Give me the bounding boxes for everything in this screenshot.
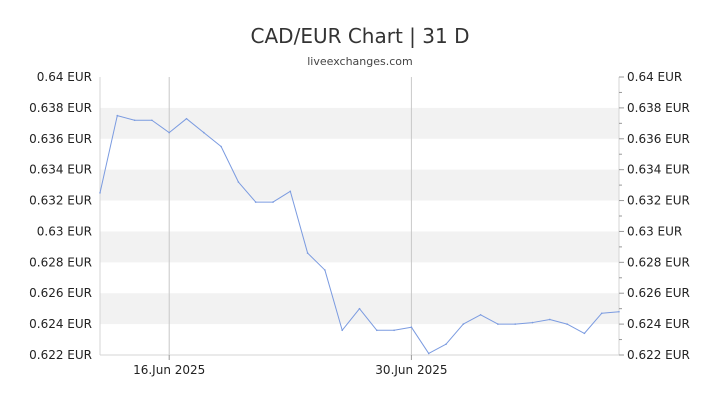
y-axis-right-ticks: 0.622 EUR 0.624 EUR 0.626 EUR 0.628 EUR 0.63… (619, 70, 690, 362)
y-tick-label-right: 0.64 EUR (627, 70, 682, 84)
y-tick-label-right: 0.638 EUR (627, 101, 690, 115)
data-point (272, 201, 274, 203)
data-point (479, 314, 482, 316)
y-tick-label-right: 0.624 EUR (627, 317, 690, 331)
data-point (99, 192, 101, 194)
data-point (376, 329, 378, 332)
y-tick-label-left: 0.634 EUR (29, 163, 92, 177)
data-point (531, 321, 534, 324)
data-point (289, 190, 292, 193)
y-tick-label-left: 0.64 EUR (37, 70, 92, 84)
data-point (497, 323, 499, 325)
y-tick-label-right: 0.632 EUR (627, 194, 690, 208)
chart-subtitle: liveexchanges.com (307, 55, 413, 68)
y-tick-label-left: 0.632 EUR (29, 194, 92, 208)
series-group (99, 114, 620, 355)
y-tick-label-right: 0.63 EUR (627, 224, 682, 238)
y-tick-label-left: 0.626 EUR (29, 286, 92, 300)
chart-title: CAD/EUR Chart | 31 D (250, 24, 470, 48)
data-point (254, 201, 257, 203)
background-bands (100, 107, 619, 325)
data-point (427, 352, 430, 355)
data-point (583, 332, 586, 335)
data-point (306, 252, 309, 254)
y-tick-label-right: 0.634 EUR (627, 163, 690, 177)
data-point (203, 131, 205, 134)
grid-band (100, 107, 619, 139)
data-point (116, 114, 119, 117)
y-tick-label-left: 0.638 EUR (29, 101, 92, 115)
x-tick-label: 16.Jun 2025 (133, 363, 205, 377)
x-tick-label: 30.Jun 2025 (375, 363, 447, 377)
data-point (324, 269, 326, 271)
data-point (220, 145, 222, 148)
data-point (151, 119, 153, 122)
data-point (237, 181, 240, 183)
grid-band (100, 169, 619, 201)
y-tick-label-right: 0.626 EUR (627, 286, 690, 300)
data-point (393, 329, 395, 332)
data-point (445, 343, 447, 345)
y-tick-label-left: 0.636 EUR (29, 132, 92, 146)
data-point (341, 329, 344, 332)
data-point (133, 119, 136, 122)
y-tick-label-left: 0.622 EUR (29, 348, 92, 362)
data-point (358, 307, 361, 310)
data-point (168, 131, 170, 134)
y-tick-label-left: 0.628 EUR (29, 255, 92, 269)
y-tick-label-right: 0.636 EUR (627, 132, 690, 146)
grid-band (100, 231, 619, 263)
data-point (549, 318, 551, 321)
y-tick-label-left: 0.63 EUR (37, 224, 92, 238)
data-point (514, 323, 516, 325)
vertical-grid-lines (168, 77, 412, 355)
data-point (410, 326, 413, 329)
x-axis-ticks: 16.Jun 2025 30.Jun 2025 (133, 355, 447, 377)
data-point (185, 117, 188, 120)
data-point (600, 312, 603, 315)
data-point (618, 310, 620, 313)
y-axis-left-ticks: 0.622 EUR 0.624 EUR 0.626 EUR 0.628 EUR 0.63… (29, 70, 92, 362)
y-tick-label-left: 0.624 EUR (29, 317, 92, 331)
y-tick-label-right: 0.628 EUR (627, 255, 690, 269)
data-point (566, 323, 568, 325)
data-point (462, 323, 465, 325)
y-tick-label-right: 0.622 EUR (627, 348, 690, 362)
